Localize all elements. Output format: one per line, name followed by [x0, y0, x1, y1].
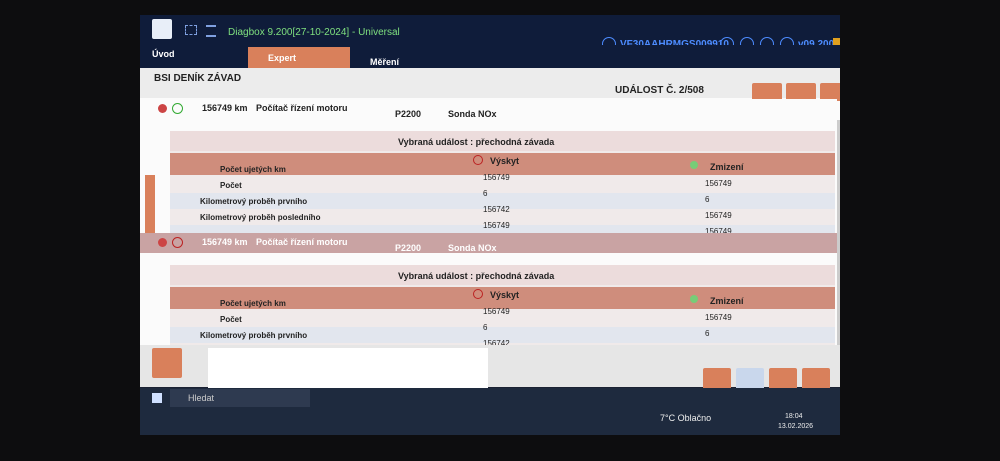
column-disappearance: Zmizení [710, 162, 744, 172]
minimize[interactable] [833, 38, 840, 49]
tab-measure[interactable]: Měření [370, 57, 400, 67]
event-description: Sonda NOx [448, 243, 497, 253]
panel-header [140, 68, 840, 98]
row-stripe [170, 327, 835, 343]
event-ecu: Počítač řízení motoru [256, 237, 348, 247]
row-disappearance: 156749 [705, 179, 732, 188]
weather: 7°C Oblačno [660, 413, 712, 423]
list-button[interactable] [786, 83, 816, 101]
row-label: Počet ujetých km [220, 165, 286, 174]
version: v09.200 [798, 39, 834, 50]
subtitle: Vybraná událost : přechodná závada [398, 137, 555, 147]
row-label: Počet ujetých km [220, 299, 286, 308]
event-row [140, 233, 837, 253]
row-label: Počet [220, 315, 242, 324]
event-km: 156749 km [202, 237, 248, 247]
row-label: Kilometrový proběh prvního [200, 331, 308, 340]
column-disappearance: Zmizení [710, 296, 744, 306]
row-occurrence: 156749 [483, 221, 510, 230]
row-disappearance: 6 [705, 195, 710, 204]
disappearance-icon [690, 161, 698, 169]
row-label: Kilometrový proběh prvního [200, 197, 308, 206]
grid-icon[interactable] [185, 25, 197, 35]
column-header [170, 153, 835, 175]
row-occurrence: 6 [483, 189, 488, 198]
side-handle[interactable] [145, 175, 155, 245]
row-disappearance: 156749 [705, 227, 732, 236]
clock-time: 18:04 [785, 413, 803, 420]
app-title: Diagbox 9.200[27-10-2024] - Universal [228, 27, 400, 38]
subtitle-bar [170, 265, 835, 285]
event-km: 156749 km [202, 103, 248, 113]
menu-icon[interactable] [206, 25, 216, 37]
event-code: P2200 [395, 109, 422, 119]
row-disappearance: 156749 [705, 211, 732, 220]
message-area [208, 348, 488, 388]
tab-expert[interactable]: Expert [268, 53, 297, 63]
row-occurrence: 156742 [483, 339, 510, 348]
back-button[interactable] [152, 348, 182, 378]
column-header [170, 287, 835, 309]
tab-expert-bg[interactable] [248, 47, 350, 71]
row-occurrence: 6 [483, 323, 488, 332]
event-counter: UDÁLOST Č. 2/508 [615, 85, 704, 96]
column-occurrence: Výskyt [490, 156, 520, 166]
row-stripe [170, 193, 835, 209]
scrollbar[interactable] [837, 120, 840, 360]
row-occurrence: 156749 [483, 173, 510, 182]
clock-date: 13.02.2026 [778, 423, 814, 430]
event-code: P2200 [395, 243, 422, 253]
row-occurrence: 156749 [483, 307, 510, 316]
row-label: Kilometrový proběh posledního [200, 213, 321, 222]
search-box[interactable] [170, 389, 310, 407]
logo [152, 19, 172, 39]
event-ecu: Počítač řízení motoru [256, 103, 348, 113]
subtitle: Vybraná událost : přechodná závada [398, 271, 555, 281]
print-button[interactable] [820, 83, 840, 101]
occurrence-icon [473, 155, 483, 165]
disappearance-icon [690, 295, 698, 303]
expand-icon[interactable] [158, 238, 167, 247]
status-icon [172, 237, 183, 248]
subtitle-bar [170, 131, 835, 151]
row-disappearance: 6 [705, 329, 710, 338]
search-text[interactable]: Hledat [188, 393, 215, 403]
column-occurrence: Výskyt [490, 290, 520, 300]
tab-bar [140, 45, 840, 69]
panel-title: BSI DENÍK ZÁVAD [154, 73, 242, 84]
tab-home[interactable]: Úvod [152, 49, 175, 59]
event-description: Sonda NOx [448, 109, 497, 119]
sort-button[interactable] [752, 83, 782, 101]
start-button[interactable] [152, 393, 162, 403]
status-icon [172, 103, 183, 114]
row-disappearance: 156749 [705, 313, 732, 322]
event-row [140, 99, 837, 119]
occurrence-icon [473, 289, 483, 299]
row-label: Počet [220, 181, 242, 190]
screen: Diagbox 9.200[27-10-2024] - Universal VF… [140, 15, 840, 435]
vin: VF30AAHRMGS009910 [620, 39, 729, 50]
row-occurrence: 156742 [483, 205, 510, 214]
expand-icon[interactable] [158, 104, 167, 113]
